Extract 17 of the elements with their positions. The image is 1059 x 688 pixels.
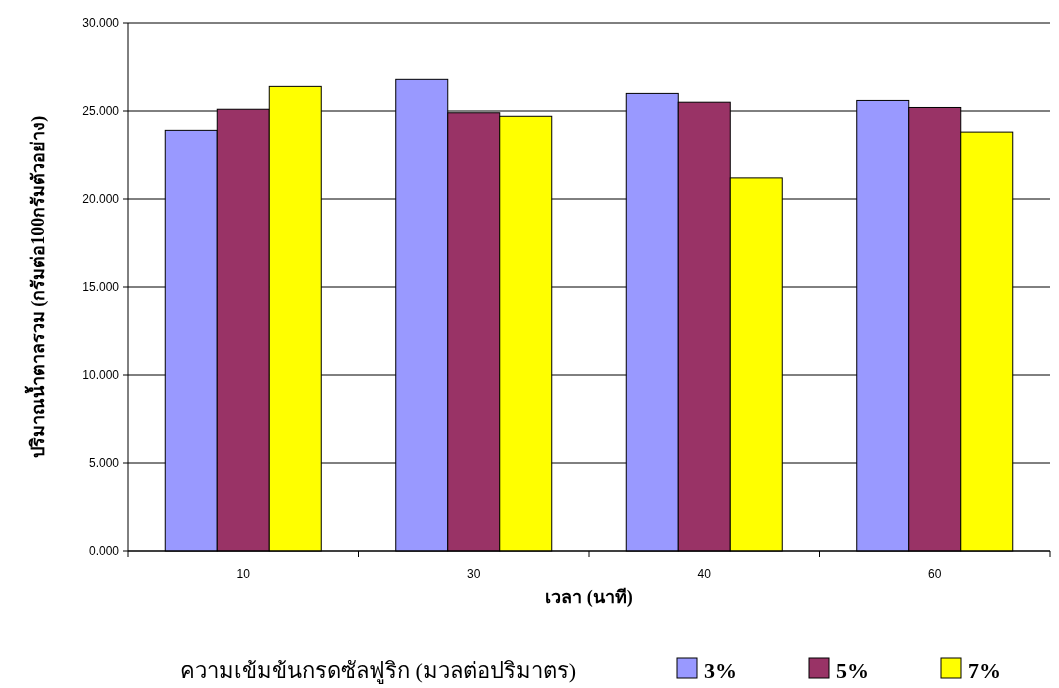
y-tick-label: 0.000 <box>88 544 120 558</box>
y-tick-label: 25.000 <box>82 104 120 118</box>
y-tick-label: 30.000 <box>82 16 120 30</box>
y-tick-label: 5.000 <box>88 456 120 470</box>
x-axis-title: เวลา (นาที) <box>545 587 633 608</box>
x-tick-label: 30 <box>467 567 481 581</box>
y-tick-label: 15.000 <box>82 280 120 294</box>
x-tick-label: 40 <box>697 567 712 581</box>
legend-label: 3% <box>704 658 737 683</box>
legend-title: ความเข้มข้นกรดซัลฟูริก (มวลต่อปริมาตร) <box>180 658 577 684</box>
x-tick-label: 60 <box>928 567 942 581</box>
y-tick-label: 10.000 <box>82 368 120 382</box>
y-tick-label: 20.000 <box>82 192 120 206</box>
y-axis-title: ปริมาณน้ำตาลรวม (กรัมต่อ100กรัมตัวอย่าง) <box>24 115 49 459</box>
legend-label: 7% <box>968 658 1001 683</box>
x-tick-label: 10 <box>236 567 251 581</box>
legend-label: 5% <box>836 658 869 683</box>
